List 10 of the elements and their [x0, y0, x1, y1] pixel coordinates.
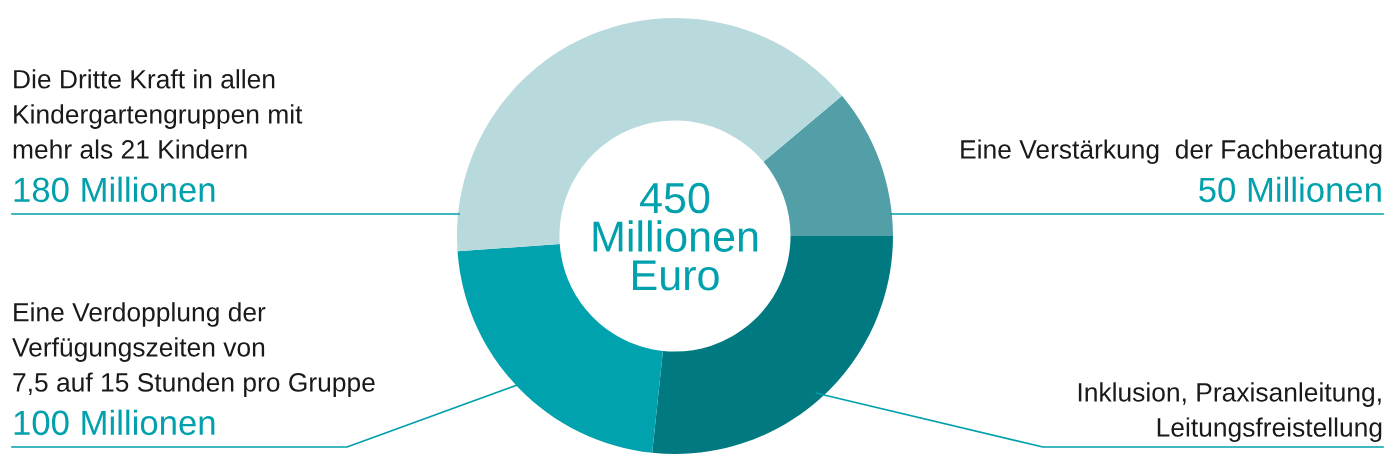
- data-label: 50 Millionen: [1199, 176, 1381, 203]
- data-label: 100 Millionen: [14, 409, 215, 436]
- donut-slice: [457, 18, 842, 252]
- slice-label: Die Dritte Kraft in allen Kindergartengruppen mit mehr als 21 Kindern: [13, 69, 303, 159]
- donut-slice: [763, 95, 893, 236]
- data-label: 180 Millionen: [14, 176, 215, 203]
- slice-label: Eine Verstärkung der Fachberatung: [961, 139, 1382, 164]
- text: 450 Millionen Euro: [593, 182, 758, 291]
- slice-label: Inklusion, Praxisanleitung, Leitungsfreistellung: [1078, 382, 1382, 442]
- slice-label: Eine Verdopplung der Verfügungszeiten von 7,5 auf 15 Stunden pro Gruppe: [12, 302, 375, 397]
